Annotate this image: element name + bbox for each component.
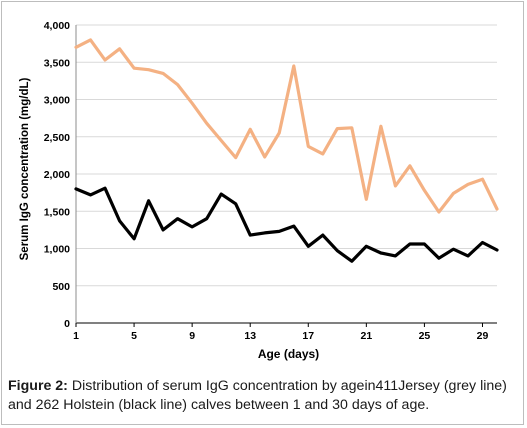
y-tick-label: 3,500 [44, 57, 70, 69]
x-tick-label: 29 [477, 330, 489, 342]
x-tick-label: 25 [419, 330, 431, 342]
x-tick-label: 1 [73, 330, 79, 342]
x-tick-label: 21 [361, 330, 373, 342]
x-tick-label: 9 [189, 330, 195, 342]
y-tick-label: 0 [64, 318, 70, 330]
series-line-2 [74, 186, 499, 263]
y-tick-label: 2,000 [44, 169, 70, 181]
caption-label: Figure 2: [8, 378, 68, 394]
y-tick-label: 3,000 [44, 95, 70, 107]
figure-caption: Figure 2: Distribution of serum IgG conc… [8, 377, 520, 415]
y-axis-label: Serum IgG concentration (mg/dL) [19, 77, 31, 260]
x-tick-label: 13 [244, 330, 256, 342]
series-line-1 [74, 38, 499, 214]
y-tick-label: 500 [52, 281, 70, 293]
gridlines [76, 24, 497, 287]
y-tick-labels: 0 500 1,000 1,500 2,000 2,500 3,000 3,500 4,000 [44, 20, 70, 330]
axes [75, 25, 497, 327]
y-tick-label: 2,500 [44, 132, 70, 144]
caption-text: Distribution of serum IgG concentration … [8, 378, 507, 413]
y-tick-label: 4,000 [44, 20, 70, 32]
x-axis-label: Age (days) [258, 347, 319, 361]
x-tick-labels: 1 5 9 13 17 21 25 29 [73, 330, 488, 342]
series-lines [74, 38, 499, 263]
x-tick-label: 5 [131, 330, 137, 342]
x-tick-label: 17 [302, 330, 314, 342]
y-tick-label: 1,000 [44, 244, 70, 256]
line-chart: 05001,0001,5002,0002,5003,0003,5004,000 … [19, 20, 499, 361]
y-tick-label: 1,500 [44, 206, 70, 218]
